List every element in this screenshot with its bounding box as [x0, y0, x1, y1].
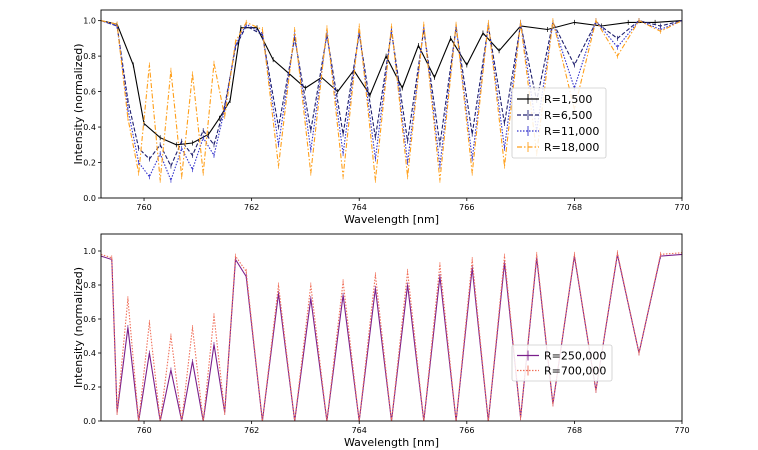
- x-tick-label: 770: [674, 203, 689, 212]
- bottom-panel: 760 762 764 766 768 770 0.0 0.2 0.4 0.6 0.8 1.0 Wave…: [72, 233, 690, 449]
- y-tick-label: 1.0: [83, 17, 96, 26]
- series-group: [101, 18, 682, 183]
- legend-label: R=1,500: [544, 93, 592, 106]
- y-tick-label: 0.2: [83, 383, 96, 392]
- y-axis-label: Intensity (normalized): [72, 267, 85, 388]
- x-tick-label: 766: [459, 426, 474, 435]
- series-line-1-1: [101, 252, 682, 421]
- y-tick-label: 0.8: [83, 281, 96, 290]
- x-tick-label: 762: [244, 426, 259, 435]
- series-line-1-0: [101, 253, 682, 421]
- x-tick-label: 768: [567, 203, 582, 212]
- axes-frame: [100, 233, 683, 422]
- x-axis-label: Wavelength [nm]: [344, 436, 439, 449]
- legend-label: R=700,000: [544, 365, 606, 378]
- y-tick-label: 0.4: [83, 349, 96, 358]
- top-panel: 760 762 764 766 768 770 0.0 0.2 0.4 0.6 0.8 1.0 Wave…: [72, 9, 690, 226]
- y-tick-label: 0.4: [83, 123, 96, 132]
- series-line-0-2: [101, 19, 682, 182]
- legend-box: [511, 87, 607, 159]
- x-tick-label: 770: [674, 426, 689, 435]
- y-tick-label: 1.0: [83, 247, 96, 256]
- y-tick-label: 0.6: [83, 315, 96, 324]
- y-tick-label: 0.0: [83, 194, 96, 203]
- x-tick-label: 760: [136, 426, 151, 435]
- series-line-0-1: [101, 19, 682, 168]
- legend-label: R=11,000: [544, 125, 599, 138]
- y-tick-label: 0.6: [83, 88, 96, 97]
- series-group: [101, 250, 682, 421]
- legend-label: R=250,000: [544, 350, 606, 363]
- x-tick-label: 764: [352, 203, 367, 212]
- axes-frame: [100, 9, 683, 199]
- x-tick-label: 760: [136, 203, 151, 212]
- y-axis-label: Intensity (normalized): [72, 43, 85, 164]
- y-tick-label: 0.2: [83, 159, 96, 168]
- x-tick-label: 768: [567, 426, 582, 435]
- y-tick-label: 0.8: [83, 52, 96, 61]
- legend-box: [511, 344, 613, 382]
- x-tick-label: 762: [244, 203, 259, 212]
- y-tick-label: 0.0: [83, 417, 96, 426]
- x-tick-label: 766: [459, 203, 474, 212]
- x-tick-label: 764: [352, 426, 367, 435]
- legend-label: R=6,500: [544, 109, 592, 122]
- x-axis-label: Wavelength [nm]: [344, 213, 439, 226]
- legend-label: R=18,000: [544, 141, 599, 154]
